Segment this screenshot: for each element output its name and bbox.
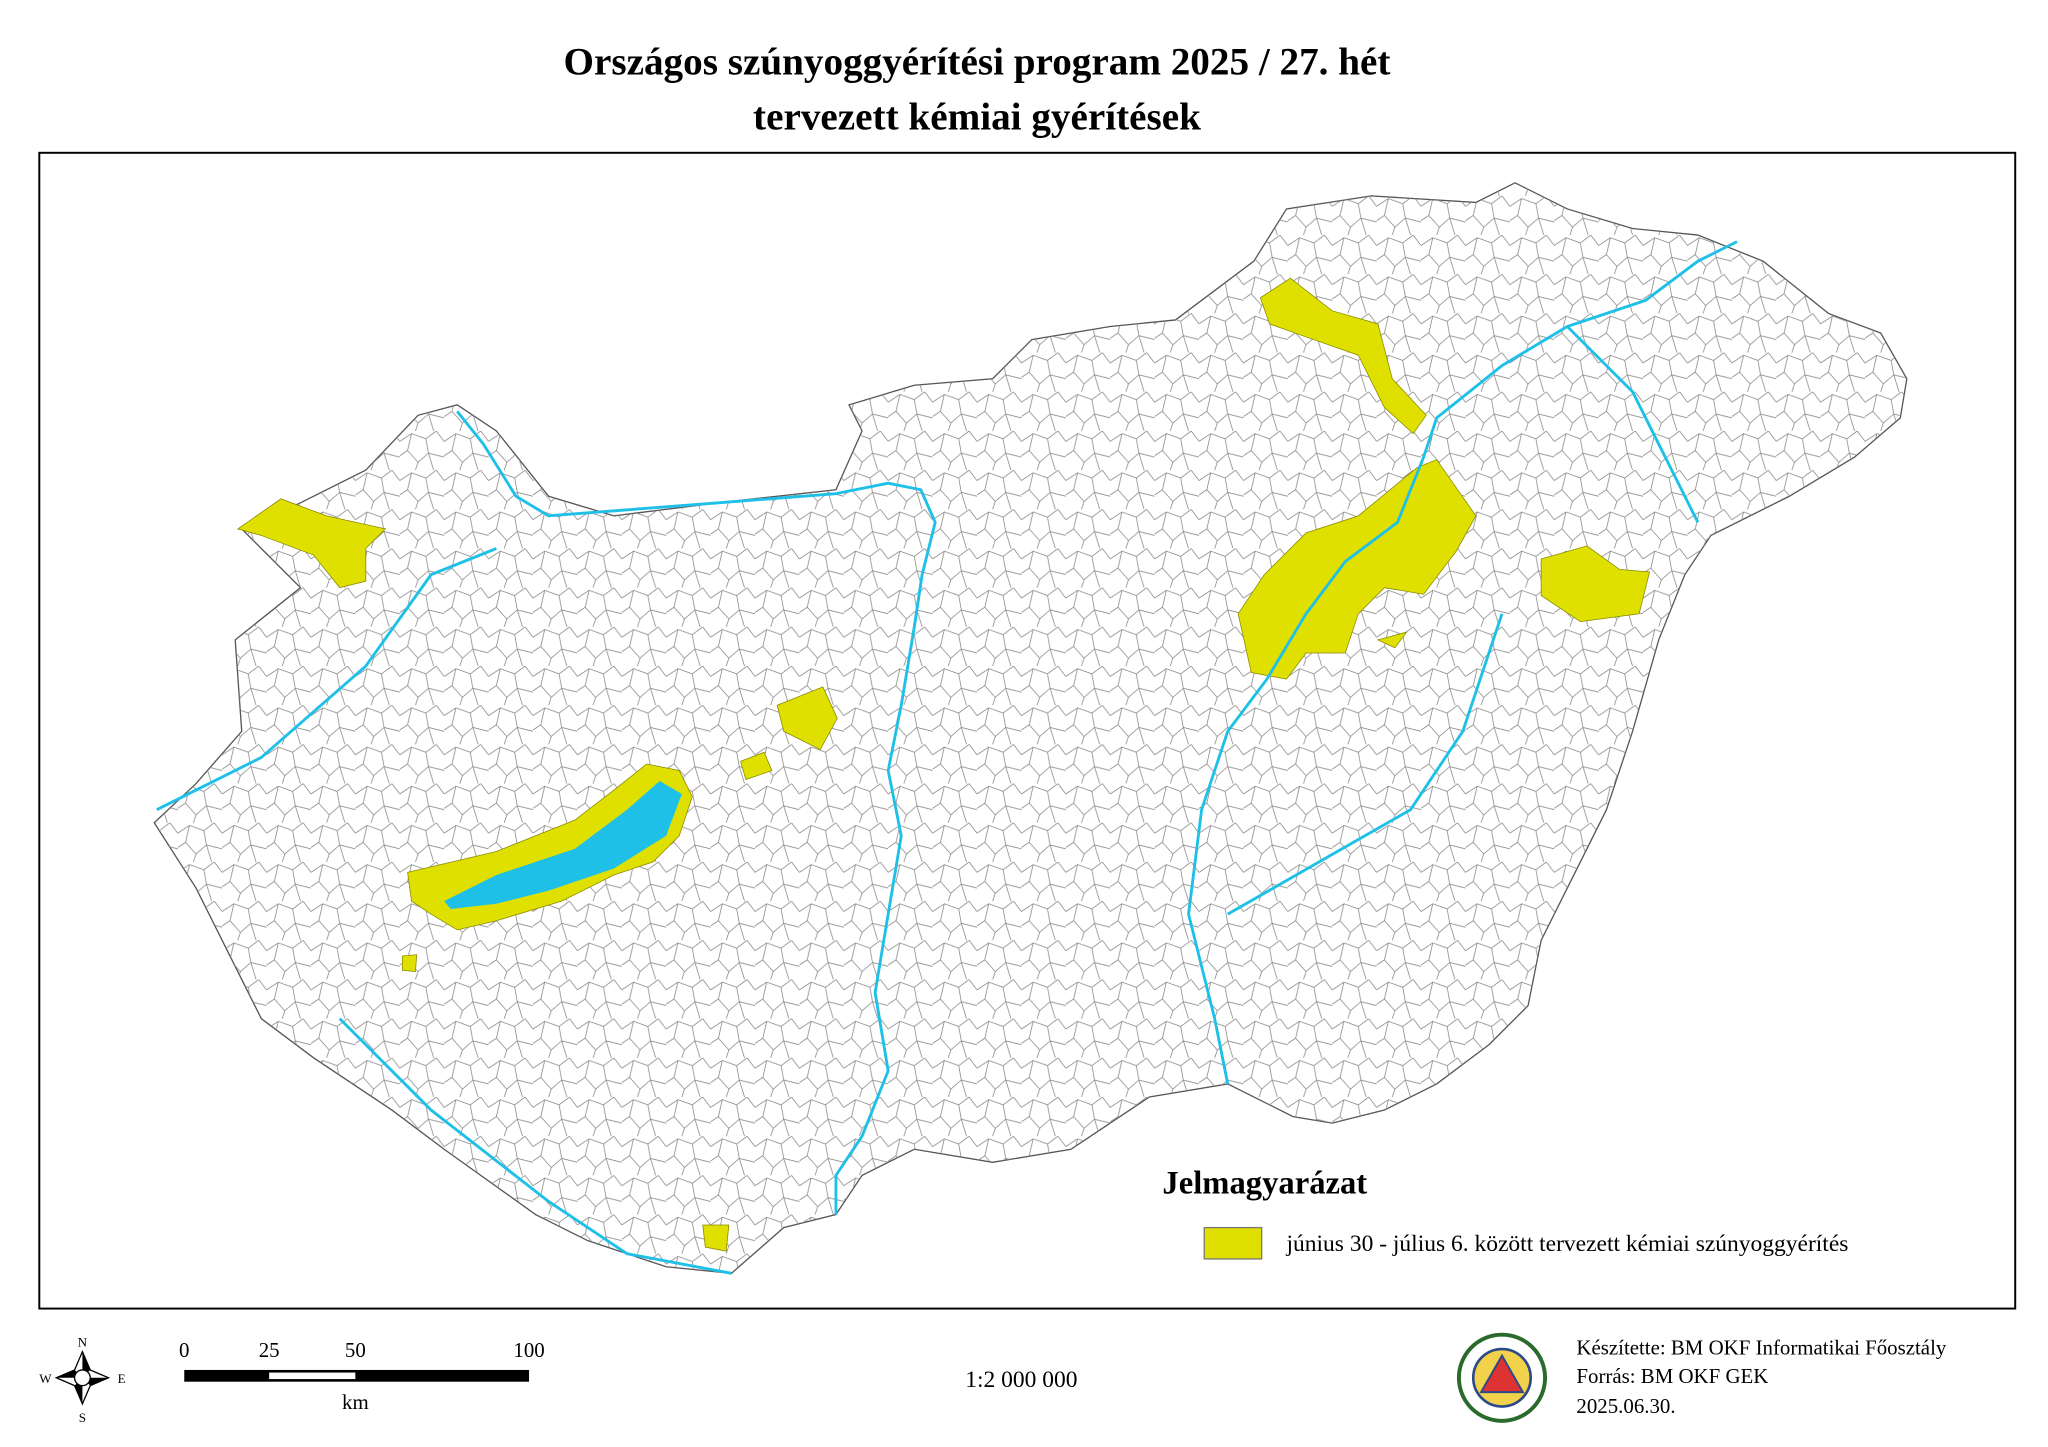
zone-south (702, 1224, 730, 1252)
zone-small (740, 751, 773, 781)
map-scale: 1:2 000 000 (965, 1367, 1077, 1393)
scale-label: 25 (259, 1338, 280, 1362)
river-koros (1227, 613, 1504, 916)
zone-northwest (236, 498, 387, 589)
map-subtitle: tervezett kémiai gyérítések (753, 95, 1201, 138)
municipality-borders (154, 182, 1907, 1274)
river (1566, 325, 1700, 524)
scale-unit: km (342, 1390, 369, 1414)
map-title: Országos szúnyoggyérítési program 2025 /… (564, 40, 1391, 83)
map-frame (38, 151, 2017, 1310)
zone-east (1540, 545, 1651, 623)
credit-source: Forrás: BM OKF GEK (1576, 1364, 1768, 1388)
scale-label: 0 (179, 1338, 189, 1362)
legend-swatch (1203, 1226, 1263, 1260)
scale-label: 100 (513, 1338, 544, 1362)
legend-title: Jelmagyarázat (1162, 1166, 1367, 1202)
zone-small (1376, 631, 1408, 649)
scale-bar (184, 1369, 530, 1382)
river-raba (156, 547, 497, 811)
water (156, 240, 1738, 1275)
compass-east: E (118, 1371, 126, 1386)
zone-north (1259, 277, 1427, 435)
river-tisza (1187, 240, 1738, 1085)
river-drava (338, 1017, 732, 1275)
compass-north: N (78, 1334, 88, 1349)
compass-west: W (39, 1371, 52, 1386)
compass-south: S (79, 1410, 86, 1425)
legend-label: június 30 - július 6. között tervezett k… (1285, 1231, 1848, 1257)
river-danube (456, 410, 937, 1215)
scale-label: 50 (345, 1338, 366, 1362)
compass (54, 1350, 111, 1406)
zone-central (776, 686, 838, 751)
credit-date: 2025.06.30. (1576, 1394, 1675, 1418)
logo (1456, 1332, 1548, 1423)
zone-small (401, 954, 418, 973)
lake-balaton (444, 780, 682, 909)
credit-author: Készítette: BM OKF Informatikai Főosztál… (1576, 1335, 1946, 1359)
zone-tisza (1237, 459, 1477, 680)
